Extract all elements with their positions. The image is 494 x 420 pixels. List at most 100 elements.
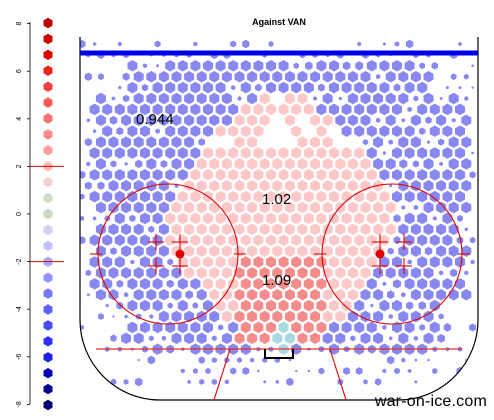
heat-hex [148, 334, 155, 342]
heat-hex [334, 244, 346, 258]
heat-hex [240, 59, 252, 73]
scale-swatch [43, 192, 53, 204]
heat-hex [189, 59, 201, 73]
heat-hex [111, 314, 116, 319]
heat-hex [284, 310, 296, 323]
heat-hex [259, 157, 271, 171]
heat-hex [215, 255, 227, 269]
heat-hex [278, 81, 290, 95]
heat-hex [341, 146, 353, 160]
heat-hex [133, 244, 145, 258]
heat-hex [159, 159, 168, 169]
heat-hex [123, 161, 129, 167]
heat-hex [114, 255, 126, 269]
heat-hex [183, 113, 195, 127]
heat-hex [290, 320, 302, 334]
heat-hex [246, 266, 258, 280]
heat-hex [410, 244, 422, 258]
heat-hex [215, 277, 227, 291]
heat-hex [271, 70, 283, 84]
heat-hex [418, 61, 426, 70]
heat-hex [341, 233, 353, 247]
heat-hex [463, 269, 469, 276]
heat-hex [196, 157, 208, 171]
heat-hex [322, 244, 334, 258]
heat-hex [328, 168, 340, 182]
boards [79, 37, 479, 401]
heat-hex [341, 211, 353, 225]
heat-hex [303, 320, 315, 334]
heat-hex [309, 157, 321, 171]
scale-swatch [43, 113, 53, 124]
heat-hex [145, 92, 157, 105]
heat-hex [192, 367, 199, 375]
heat-hex [227, 277, 239, 291]
heat-hex [196, 179, 208, 193]
heat-hex [246, 310, 258, 323]
heat-hex [347, 266, 359, 280]
heat-hex [309, 222, 321, 236]
heat-hex [170, 222, 183, 236]
heat-hex [259, 310, 271, 323]
heat-hex [123, 378, 130, 386]
heat-hex [189, 211, 201, 225]
heat-hex [284, 266, 296, 280]
heat-hex [422, 222, 435, 236]
heat-hex [422, 157, 435, 171]
heat-hex [252, 59, 264, 73]
heat-hex [196, 201, 208, 214]
heat-hex [170, 157, 183, 171]
heat-hex [208, 70, 220, 84]
heat-hex [177, 233, 189, 247]
scale-swatch [43, 81, 53, 92]
heat-hex [359, 201, 372, 214]
heat-hex [438, 269, 444, 277]
heat-hex [296, 201, 309, 214]
heat-hex [265, 320, 277, 334]
heat-hex [166, 301, 174, 310]
heat-hex [92, 215, 97, 222]
heat-hex [192, 40, 199, 48]
heat-hex [240, 146, 252, 160]
heat-hex [123, 291, 129, 298]
heat-hex [278, 146, 290, 160]
heat-hex [126, 320, 138, 334]
heat-hex [322, 179, 334, 193]
heat-hex [202, 59, 214, 73]
heat-hex [95, 201, 107, 214]
heat-hex [347, 288, 359, 302]
heat-hex [227, 255, 239, 269]
heat-hex [246, 244, 258, 258]
heat-hex [309, 310, 321, 323]
heat-hex [381, 324, 388, 331]
heat-hex [448, 179, 460, 193]
heat-hex [246, 201, 258, 214]
scale-swatch [43, 97, 53, 108]
heat-hex [202, 81, 214, 95]
heat-hex [429, 124, 441, 138]
heat-hex [375, 73, 381, 80]
heat-hex [114, 211, 126, 225]
heat-hex [183, 331, 195, 345]
heat-hex [353, 168, 365, 182]
heat-hex [448, 201, 460, 214]
heat-hex [208, 288, 220, 302]
heat-hex [456, 235, 464, 245]
heat-hex [378, 168, 390, 182]
heat-hex [271, 331, 283, 345]
heat-hex [278, 168, 290, 182]
heat-hex [147, 225, 155, 234]
heat-hex [208, 157, 220, 171]
heat-hex [375, 117, 381, 124]
heat-hex [227, 320, 239, 334]
heat-hex [385, 222, 397, 236]
heat-hex [95, 288, 107, 302]
heat-hex [378, 59, 390, 73]
heat-hex [391, 59, 403, 73]
heat-hex [424, 115, 433, 125]
heat-hex [410, 70, 422, 84]
heat-hex [117, 40, 123, 48]
heat-hex [215, 168, 227, 182]
heat-hex [354, 60, 364, 72]
heat-hex [322, 288, 334, 302]
